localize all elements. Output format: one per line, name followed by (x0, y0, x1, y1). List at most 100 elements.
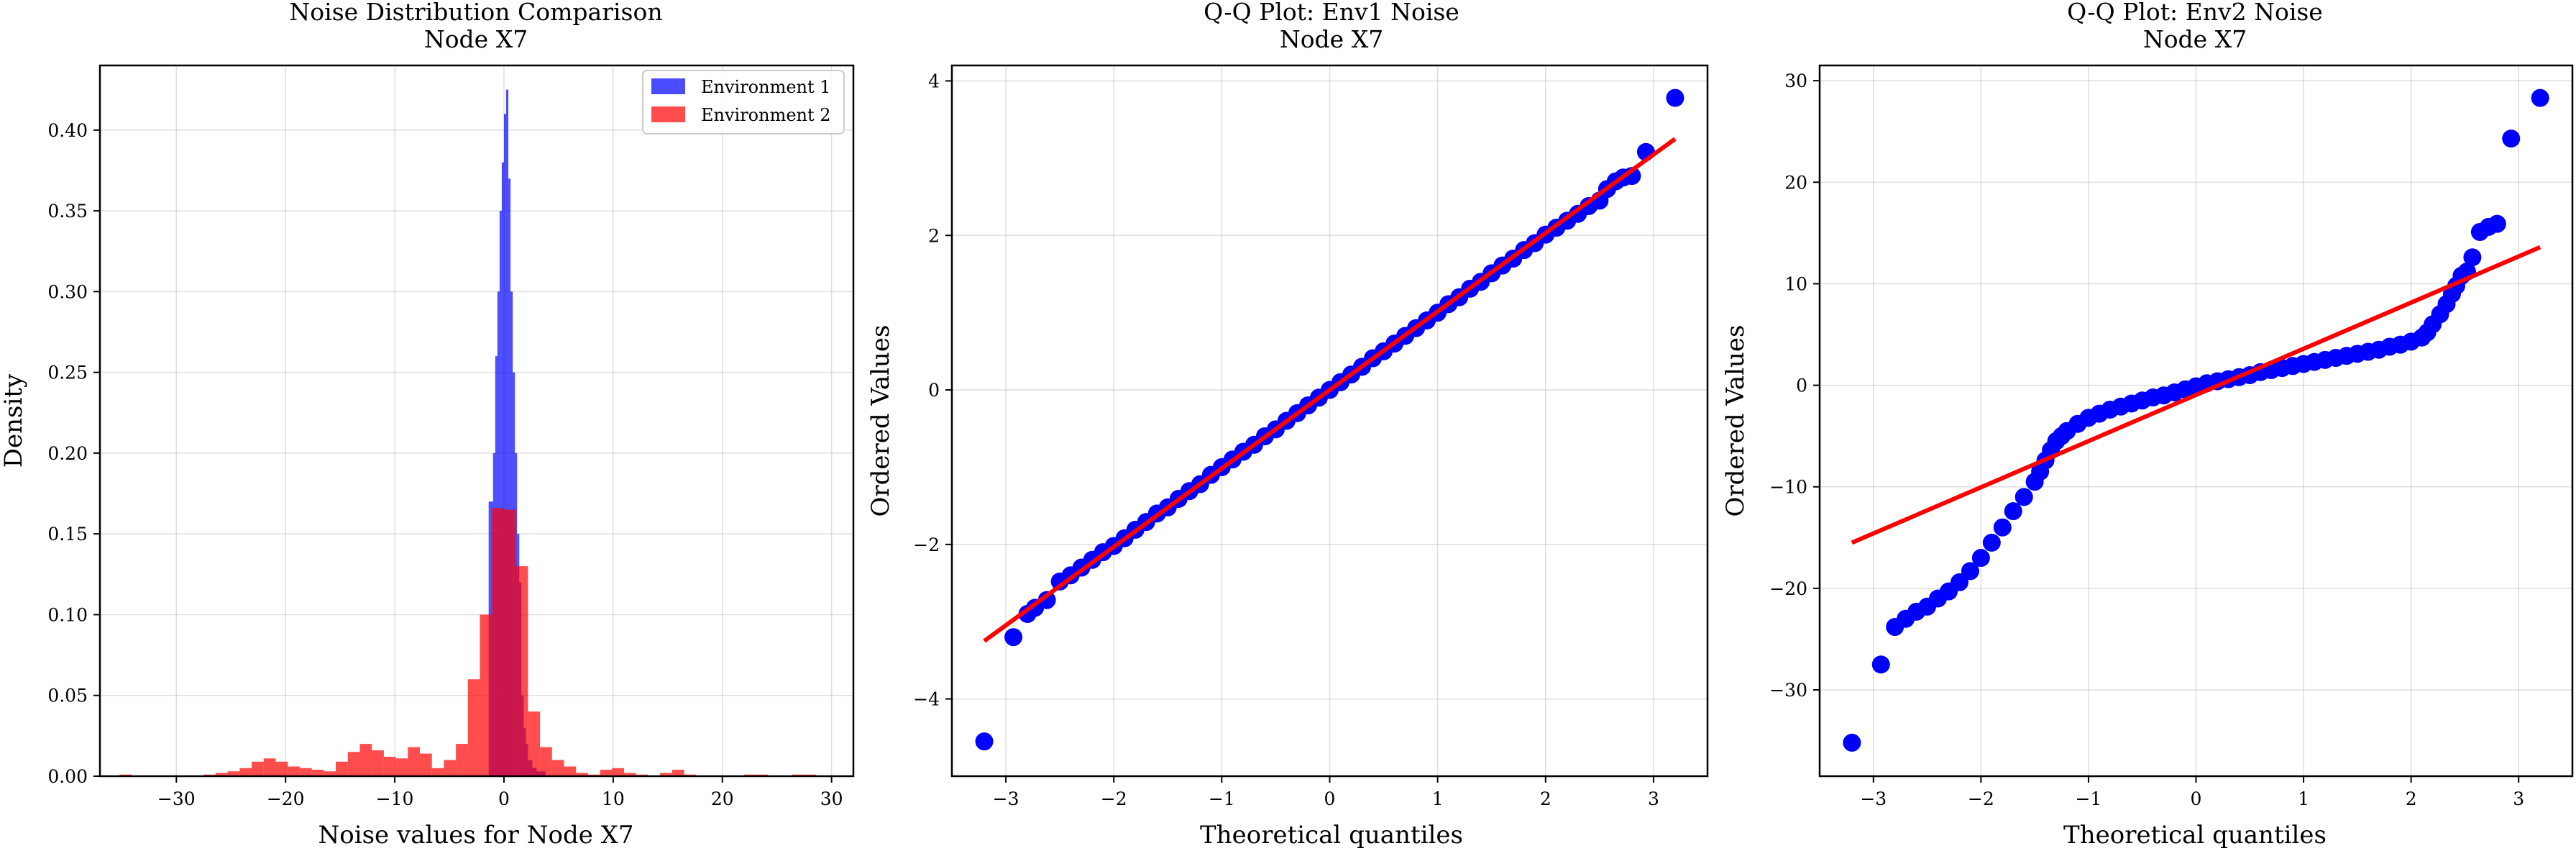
legend-label-environment-1: Environment 1 (701, 77, 831, 97)
histogram-bar-environment-2 (299, 768, 312, 776)
x-tick-label: 30 (820, 788, 843, 809)
y-axis-label: Ordered Values (866, 324, 895, 516)
histogram-bar-environment-1 (506, 89, 509, 776)
histogram-bar-environment-2 (564, 766, 577, 776)
y-tick-label: 0 (1796, 376, 1807, 396)
qq-point (2488, 214, 2506, 233)
chart-title: Q-Q Plot: Env2 Noise (2067, 0, 2323, 26)
histogram-bar-environment-2 (275, 761, 288, 776)
histogram-bar-environment-2 (671, 770, 684, 776)
histogram-bar-environment-2 (408, 747, 421, 776)
histogram-bar-environment-2 (359, 744, 372, 776)
qq-point (1993, 518, 2012, 537)
qq-fit-line (983, 137, 1677, 643)
y-tick-label: −30 (1769, 680, 1807, 701)
histogram-bar-environment-2 (311, 770, 324, 776)
qq-points (975, 88, 1685, 751)
histogram-bar-environment-2 (467, 679, 480, 776)
x-tick-label: 1 (2298, 788, 2309, 809)
y-tick-label: 0.35 (47, 201, 88, 222)
x-tick-labels: −3 −2 −1 0 1 2 3 (993, 776, 1659, 809)
grid-lines (100, 65, 853, 777)
panel-qq-env1: Q-Q Plot: Env1 Noise Node X7 −3 −2 −1 0 1 2 3 … (866, 0, 1709, 850)
x-tick-label: 10 (602, 788, 625, 809)
histogram-bar-environment-2 (551, 760, 564, 776)
histogram-bar-environment-2 (431, 768, 444, 776)
y-tick-label: 0.30 (47, 281, 88, 302)
qq-point (1871, 655, 1890, 674)
qq-point (2463, 248, 2482, 267)
histogram-bar-environment-2 (444, 760, 457, 776)
y-tick-label: 0.00 (47, 766, 88, 787)
qq-point (2531, 88, 2549, 107)
histogram-bar-environment-2 (503, 509, 516, 776)
histogram-bar-environment-2 (576, 773, 588, 776)
histogram-bar-environment-1 (499, 211, 502, 776)
histogram-bar-environment-2 (624, 773, 636, 776)
histogram-bar-environment-2 (239, 768, 252, 776)
qq-point (1037, 591, 1056, 609)
y-tick-label: −20 (1769, 578, 1807, 599)
x-tick-label: −1 (1209, 788, 1235, 809)
qq-point (1950, 573, 1968, 591)
histogram-bar-environment-2 (395, 758, 408, 776)
histogram-bar-environment-2 (347, 752, 360, 776)
y-tick-label: 0.25 (47, 363, 88, 383)
qq-fit-line (1851, 245, 2541, 545)
histogram-bars (119, 89, 817, 776)
histogram-bar-environment-2 (515, 566, 528, 776)
y-tick-label: 10 (1784, 273, 1807, 294)
x-tick-label: 0 (498, 788, 510, 809)
y-tick-labels: −4 −2 0 2 4 (913, 70, 952, 710)
legend-label-environment-2: Environment 2 (701, 105, 831, 125)
x-tick-labels: −30 −20 −10 0 10 20 30 (157, 776, 843, 809)
x-tick-label: −1 (2075, 788, 2101, 809)
histogram-bar-environment-1 (508, 178, 511, 776)
y-axis-label: Ordered Values (1721, 324, 1750, 516)
x-tick-label: 2 (1540, 788, 1551, 809)
legend-swatch-environment-1 (651, 78, 685, 94)
y-tick-label: 0 (928, 380, 940, 401)
histogram-bar-environment-2 (227, 771, 240, 776)
histogram-bar-environment-2 (660, 773, 672, 776)
qq-point (2502, 129, 2521, 148)
chart-title: Q-Q Plot: Env1 Noise (1204, 0, 1459, 26)
chart-subtitle: Node X7 (2143, 25, 2247, 53)
histogram-bar-environment-2 (612, 768, 625, 776)
y-tick-label: 0.10 (47, 604, 88, 625)
y-tick-label: 4 (928, 70, 940, 91)
y-axis-label: Density (0, 373, 28, 468)
histogram-bar-environment-2 (336, 761, 348, 776)
panel-histogram: Noise Distribution Comparison Node X7 −3… (0, 0, 855, 850)
x-tick-label: 3 (1648, 788, 1659, 809)
y-tick-label: −10 (1769, 477, 1807, 498)
x-tick-label: 20 (711, 788, 734, 809)
chart-subtitle: Node X7 (424, 25, 528, 53)
y-tick-label: −2 (913, 534, 940, 555)
y-tick-label: 0.05 (47, 686, 88, 706)
x-tick-label: −3 (1860, 788, 1887, 809)
qq-point (1843, 733, 1861, 752)
y-tick-label: 0.15 (47, 524, 88, 545)
histogram-bar-environment-2 (215, 773, 228, 776)
x-tick-label: −30 (157, 788, 196, 809)
grid-lines (1820, 65, 2572, 776)
qq-point (2014, 488, 2033, 506)
chart-subtitle: Node X7 (1280, 25, 1383, 53)
histogram-bar-environment-1 (501, 162, 504, 776)
y-tick-label: −4 (913, 689, 940, 710)
y-tick-labels: −30 −20 −10 0 10 20 30 (1769, 70, 1820, 701)
histogram-bar-environment-2 (456, 744, 468, 776)
legend-box (642, 70, 845, 135)
x-tick-label: 0 (2191, 788, 2202, 809)
qq-points (1843, 88, 2549, 752)
histogram-bar-environment-2 (263, 758, 276, 776)
panel-qq-env2: Q-Q Plot: Env2 Noise Node X7 −3 −2 −1 0 1 2 3 … (1721, 0, 2574, 850)
histogram-bar-environment-2 (420, 753, 432, 776)
y-tick-label: 0.20 (47, 443, 88, 464)
legend: Environment 1 Environment 2 (642, 70, 845, 135)
chart-title: Noise Distribution Comparison (289, 0, 662, 26)
histogram-bar-environment-2 (480, 614, 492, 776)
qq-point (975, 732, 994, 751)
